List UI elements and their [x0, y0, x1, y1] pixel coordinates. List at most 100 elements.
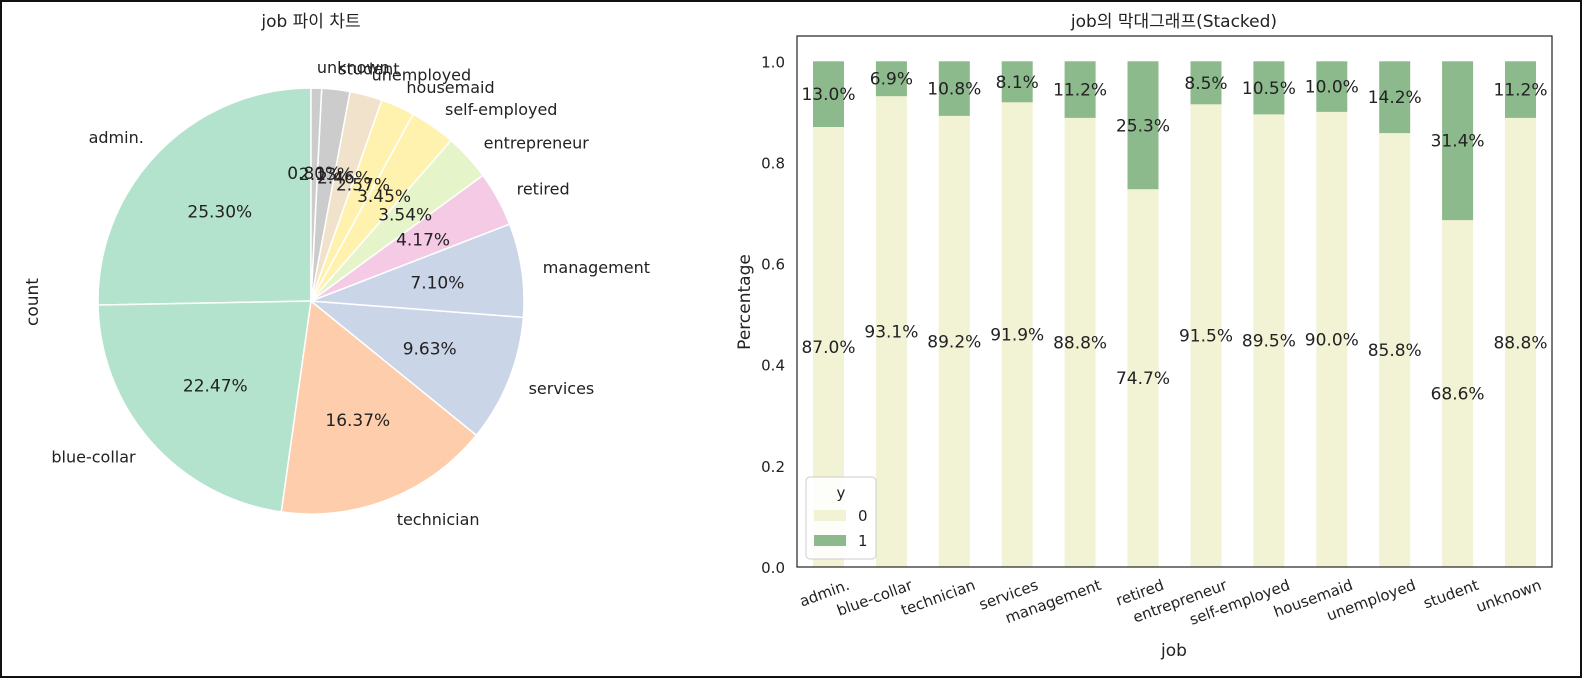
bar-entrepreneur-y1 [1190, 61, 1222, 105]
pie-label-technician: technician [397, 510, 480, 529]
bar-retired-y0 [1127, 189, 1159, 567]
ytick-0-2: 0.2 [761, 458, 785, 476]
pie-label-self-employed: self-employed [445, 100, 557, 119]
ytick-0-6: 0.6 [761, 256, 785, 274]
bar-management-y0 [1064, 117, 1096, 568]
bar-blue-collar-y0 [875, 96, 907, 567]
pie-labels: admin. 25.30% blue-collar 22.47% technician 1… [51, 58, 650, 529]
legend-swatch-1 [814, 535, 846, 546]
bar-label-unemployed-y0: 85.8% [1368, 341, 1422, 361]
pie-label-unemployed: unemployed [372, 66, 472, 85]
bar-retired-y1 [1127, 61, 1159, 190]
bar-label-blue-collar-y0: 93.1% [864, 323, 918, 343]
bar-label-unknown-y1: 11.2% [1493, 81, 1547, 101]
ytick-1-0: 1.0 [761, 53, 785, 71]
bar-label-entrepreneur-y0: 91.5% [1179, 327, 1233, 347]
bar-student-y1 [1442, 61, 1474, 221]
pie-label-unknown: unknown [317, 58, 390, 77]
bar-self-employed-y0 [1253, 114, 1285, 568]
pie-label-housemaid: housemaid [406, 78, 494, 97]
stacked-bar-chart: job의 막대그래프(Stacked) Percentage job 87.0%… [735, 12, 1553, 661]
bar-xlabel: job [1160, 641, 1187, 661]
bar-label-technician-y1: 10.8% [927, 80, 981, 100]
legend-swatch-0 [814, 510, 846, 521]
bar-unknown-y1 [1505, 61, 1536, 118]
legend-title: y [837, 484, 846, 502]
bar-label-housemaid-y0: 90.0% [1305, 330, 1359, 350]
bar-label-entrepreneur-y1: 8.5% [1184, 74, 1227, 94]
bar-blue-collar-y1 [875, 61, 907, 97]
bar-label-self-employed-y0: 89.5% [1242, 332, 1296, 352]
pie-slice-admin [97, 87, 312, 306]
pie-pct-unemployed: 2.46% [317, 169, 371, 189]
pie-pct-housemaid: 2.57% [336, 175, 390, 195]
bar-label-technician-y0: 89.2% [927, 333, 981, 353]
pie-pct-self-employed: 3.45% [357, 187, 411, 207]
bar-label-student-y1: 31.4% [1431, 132, 1485, 152]
bar-student-y0 [1442, 220, 1474, 567]
bar-label-unknown-y0: 88.8% [1493, 334, 1547, 354]
bar-services-y0 [1001, 102, 1033, 567]
bar-technician-y1 [938, 61, 970, 116]
bar-unknown-y0 [1505, 117, 1536, 568]
legend-label-1: 1 [858, 532, 868, 550]
pie-chart: job 파이 차트 count admin. 25.30% blue-collar 2… [23, 12, 650, 529]
xtick-student: student [1421, 576, 1481, 613]
bar-label-admin-y1: 13.0% [801, 85, 855, 105]
pie-pct-unknown: 0.80% [287, 164, 341, 184]
pie-label-entrepreneur: entrepreneur [484, 134, 590, 153]
legend-label-0: 0 [858, 507, 868, 525]
bar-marks: 87.0% 13.0% 93.1% 6.9% 89.2% 10.8% 91.9% 8.1% 88… [801, 61, 1548, 568]
bar-label-self-employed-y1: 10.5% [1242, 79, 1296, 99]
bar-management-y1 [1064, 61, 1096, 118]
pie-pct-management: 7.10% [410, 273, 464, 293]
pie-pct-retired: 4.17% [396, 231, 450, 251]
pie-label-student: student [338, 59, 399, 78]
bar-technician-y0 [938, 115, 970, 568]
bar-legend: y0 1 [805, 476, 877, 560]
pie-pct-blue-collar: 22.47% [183, 377, 248, 397]
bar-label-management-y0: 88.8% [1053, 334, 1107, 354]
bar-label-admin-y0: 87.0% [801, 338, 855, 358]
pie-slice-technician [280, 299, 478, 515]
bar-housemaid-y1 [1316, 61, 1348, 112]
ytick-0-8: 0.8 [761, 154, 785, 172]
pie-label-services: services [529, 379, 595, 398]
pie-label-admin: admin. [89, 128, 144, 147]
bar-label-management-y1: 11.2% [1053, 81, 1107, 101]
pie-pct-student: 2.13% [299, 165, 353, 185]
pie-label-management: management [543, 258, 650, 277]
pie-title: job 파이 차트 [260, 12, 360, 32]
bar-unemployed-y0 [1379, 133, 1411, 567]
bar-label-unemployed-y1: 14.2% [1368, 88, 1422, 108]
bar-admin-y1 [813, 61, 844, 127]
bar-label-retired-y1: 25.3% [1116, 116, 1170, 136]
bar-axes-frame [796, 35, 1553, 568]
bar-label-housemaid-y1: 10.0% [1305, 78, 1359, 98]
pie-pct-entrepreneur: 3.54% [378, 206, 432, 226]
bar-unemployed-y1 [1379, 61, 1411, 134]
bar-entrepreneur-y0 [1190, 104, 1222, 568]
pie-slice-blue-collar [97, 300, 312, 513]
bar-label-services-y0: 91.9% [990, 326, 1044, 346]
bar-label-student-y0: 68.6% [1431, 385, 1485, 405]
pie-pct-admin: 25.30% [187, 203, 252, 223]
pie-slice-services [308, 300, 525, 437]
xtick-unknown: unknown [1474, 576, 1544, 616]
bar-title: job의 막대그래프(Stacked) [1070, 12, 1277, 32]
bar-label-services-y1: 8.1% [996, 73, 1039, 93]
pie-slices [97, 87, 525, 515]
bar-self-employed-y1 [1253, 61, 1285, 115]
bar-ylabel: Percentage [735, 254, 755, 350]
pie-slice-unknown [310, 87, 323, 302]
pie-pct-technician: 16.37% [325, 411, 390, 431]
bar-label-retired-y0: 74.7% [1116, 369, 1170, 389]
pie-label-retired: retired [517, 180, 570, 199]
ytick-0-0: 0.0 [761, 559, 785, 577]
ytick-0-4: 0.4 [761, 357, 785, 375]
bar-housemaid-y0 [1316, 111, 1348, 568]
bar-services-y1 [1001, 61, 1033, 103]
bar-label-blue-collar-y1: 6.9% [870, 70, 913, 90]
pie-pct-services: 9.63% [403, 339, 457, 359]
